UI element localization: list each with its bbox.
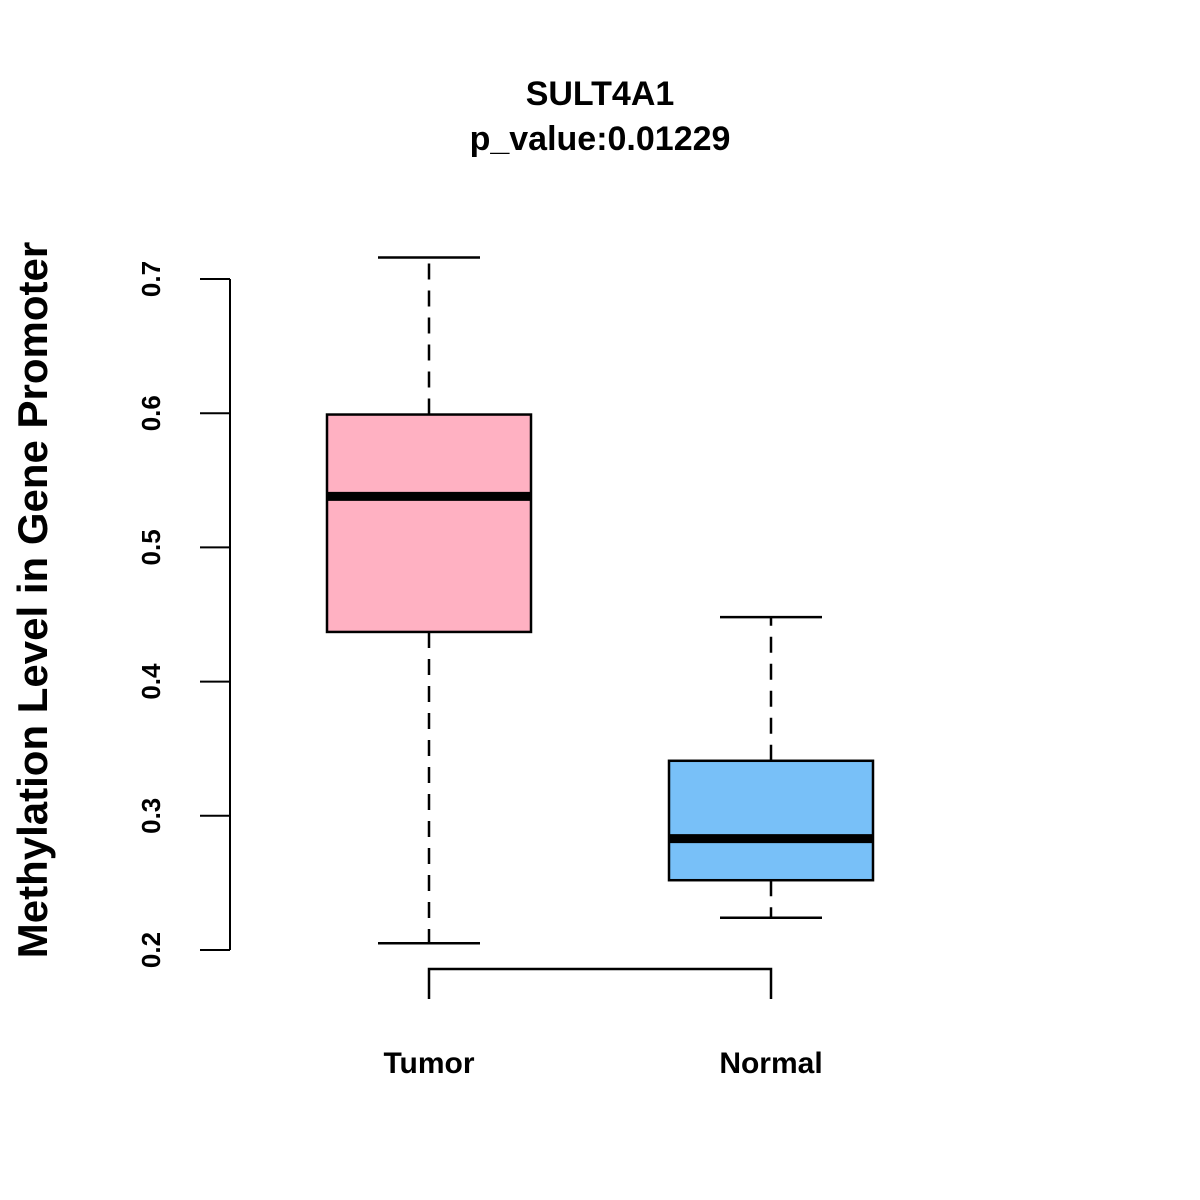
iqr-box (667, 759, 875, 882)
y-tick-label: 0.2 (136, 932, 166, 968)
box-normal (667, 615, 875, 920)
x-axis-labels: Tumor Normal (383, 1047, 822, 1080)
bracket-line (427, 967, 773, 999)
boxes (325, 256, 875, 945)
y-tick-label: 0.7 (136, 261, 166, 297)
y-axis-title: Methylation Level in Gene Promoter (9, 242, 56, 958)
box-tumor (325, 256, 533, 945)
significance-bracket (427, 967, 773, 999)
y-axis: 0.2 0.3 0.4 0.5 0.6 0.7 (136, 261, 231, 968)
iqr-box (325, 413, 533, 634)
x-label-tumor: Tumor (383, 1047, 474, 1080)
chart-title: SULT4A1 (526, 75, 675, 113)
y-tick-label: 0.4 (136, 663, 166, 700)
chart-subtitle: p_value:0.01229 (470, 120, 731, 158)
y-tick-label: 0.6 (136, 395, 166, 431)
y-tick-label: 0.5 (136, 529, 166, 565)
x-label-normal: Normal (719, 1047, 822, 1080)
y-tick-label: 0.3 (136, 798, 166, 834)
